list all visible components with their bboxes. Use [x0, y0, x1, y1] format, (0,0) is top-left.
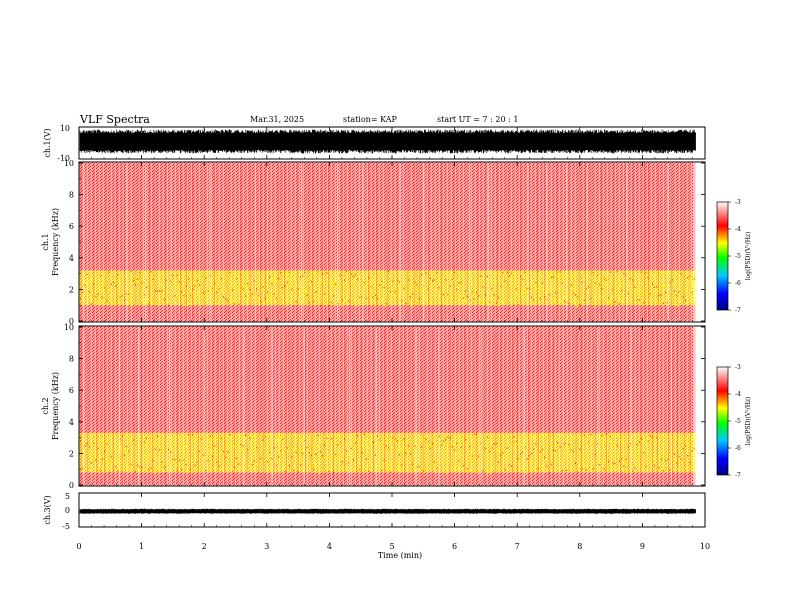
ch1-spectrogram-gap-lines	[83, 163, 669, 321]
ch1-spectrogram-image	[79, 163, 705, 321]
ch2-colorbar-ticks: -3 -4 -5 -6 -7	[728, 364, 741, 479]
ch3-ytick-top: 5	[65, 492, 70, 501]
xtick-label-6: 6	[452, 542, 457, 551]
date-label: Mar.31, 2025	[250, 115, 304, 124]
start-time-label: start UT = 7 : 20 : 1	[437, 115, 518, 124]
ch3-waveform-ylabel: ch.3(V)	[43, 495, 52, 524]
ch2-spectrogram-ytick-label-0: 0	[69, 481, 74, 490]
ch1-colorbar-tick-label-2: -5	[735, 253, 741, 260]
ch1-spectrogram-ytick-label-4: 8	[69, 191, 74, 200]
ch2-spectrogram-ytick-label-4: 8	[69, 355, 74, 364]
ch1-frequency-ticks: 0 2 4 6 8 10	[64, 159, 705, 326]
ch2-spectrogram-band-0	[79, 472, 696, 485]
ch2-spectrogram-band-3	[79, 327, 696, 422]
ch1-colorbar-gradient	[716, 201, 729, 311]
ch2-spectrogram-no-data-strip	[695, 327, 705, 485]
xtick-label-7: 7	[515, 542, 520, 551]
xtick-label-4: 4	[327, 542, 332, 551]
ch1-waveform-line	[79, 129, 696, 154]
ch1-spectrogram-ytick-label-2: 4	[69, 254, 74, 263]
ch2-spectrogram-ytick-label-3: 6	[69, 386, 74, 395]
xtick-label-1: 1	[139, 542, 144, 551]
xtick-label-3: 3	[264, 542, 269, 551]
ch3-waveform-trace	[79, 508, 696, 514]
station-label: station= KAP	[343, 115, 398, 124]
ch1-colorbar: -3 -4 -5 -6 -7 log(PSD)(V²/Hz)	[716, 199, 752, 314]
ch2-spectrogram-band-2	[79, 421, 696, 433]
ch2-colorbar-tick-label-1: -4	[735, 391, 741, 398]
xtick-label-8: 8	[577, 542, 582, 551]
ch2-colorbar-tick-label-3: -6	[735, 445, 741, 452]
ch3-waveform-panel: 5 0 -5 ch.3(V)	[43, 492, 706, 531]
xtick-label-2: 2	[202, 542, 207, 551]
ch2-colorbar-tick-label-0: -3	[735, 364, 741, 371]
ch1-waveform-trace	[79, 129, 696, 154]
ch1-ytick-bottom: -10	[57, 154, 70, 163]
ch3-ytick-bottom: -5	[62, 522, 70, 531]
ch1-frequency-axis-label: Frequency (kHz)	[51, 208, 60, 276]
time-axis: 0 1 2 3 4 5 6 7 8 9 10	[76, 127, 710, 551]
ch2-spectrogram-image	[79, 327, 705, 485]
ch1-spectrogram-ytick-label-0: 0	[69, 317, 74, 326]
ch2-colorbar-gradient	[716, 366, 729, 476]
ch2-spectrogram-ytick-label-1: 2	[69, 449, 74, 458]
ch1-spectrogram-no-data-strip	[695, 163, 705, 321]
ch1-spectrogram-band-3	[79, 163, 696, 261]
ch1-spectrogram-band-0	[79, 305, 696, 321]
ch1-waveform-panel: 10 -10 ch.1(V)	[43, 124, 706, 163]
ch2-colorbar-tick-label-2: -5	[735, 418, 741, 425]
ch2-colorbar-label: log(PSD)(V²/Hz)	[745, 397, 752, 446]
ch1-spectrogram-band-1	[79, 270, 696, 306]
ch1-spectrogram-ytick-label-3: 6	[69, 222, 74, 231]
ch1-colorbar-tick-label-0: -3	[735, 199, 741, 206]
ch1-spectrogram-ytick-label-5: 10	[64, 159, 74, 168]
ch2-spectrogram-channel-label: ch.2	[41, 397, 50, 414]
ch3-waveform-line	[79, 508, 696, 514]
ch1-colorbar-ticks: -3 -4 -5 -6 -7	[728, 199, 741, 314]
ch1-ytick-top: 10	[60, 124, 70, 133]
ch1-waveform-ylabel: ch.1(V)	[43, 128, 52, 157]
ch1-spectrogram-band-1-texture	[80, 270, 697, 309]
xtick-label-10: 10	[700, 542, 710, 551]
ch2-spectrogram-gap-lines	[83, 327, 673, 485]
time-axis-label: Time (min)	[378, 551, 422, 560]
ch1-spectrogram-panel: 0 2 4 6 8 10 ch.1 Frequency (kHz)	[41, 159, 706, 326]
ch2-spectrogram-ytick-label-2: 4	[69, 418, 74, 427]
ch3-ytick-mid: 0	[65, 506, 70, 515]
xtick-label-0: 0	[76, 542, 81, 551]
ch2-spectrogram-panel: 0 2 4 6 8 10 ch.2 Frequency (kHz)	[41, 323, 706, 490]
ch2-colorbar: -3 -4 -5 -6 -7 log(PSD)(V²/Hz)	[716, 364, 752, 479]
xtick-label-5: 5	[389, 542, 394, 551]
ch2-frequency-axis-label: Frequency (kHz)	[51, 372, 60, 440]
ch1-spectrogram-ytick-label-1: 2	[69, 285, 74, 294]
ch2-colorbar-tick-label-4: -7	[735, 472, 741, 479]
ch1-spectrogram-band-2	[79, 260, 696, 271]
ch1-colorbar-tick-label-3: -6	[735, 280, 741, 287]
ch2-spectrogram-ytick-label-5: 10	[64, 323, 74, 332]
ch1-colorbar-tick-label-4: -7	[735, 307, 741, 314]
ch1-spectrogram-channel-label: ch.1	[41, 233, 50, 250]
figure-title: VLF Spectra	[79, 113, 150, 126]
ch2-spectrogram-band-1-texture	[80, 433, 697, 476]
ch1-colorbar-tick-label-1: -4	[735, 226, 741, 233]
xtick-label-9: 9	[640, 542, 645, 551]
ch1-colorbar-label: log(PSD)(V²/Hz)	[745, 232, 752, 281]
